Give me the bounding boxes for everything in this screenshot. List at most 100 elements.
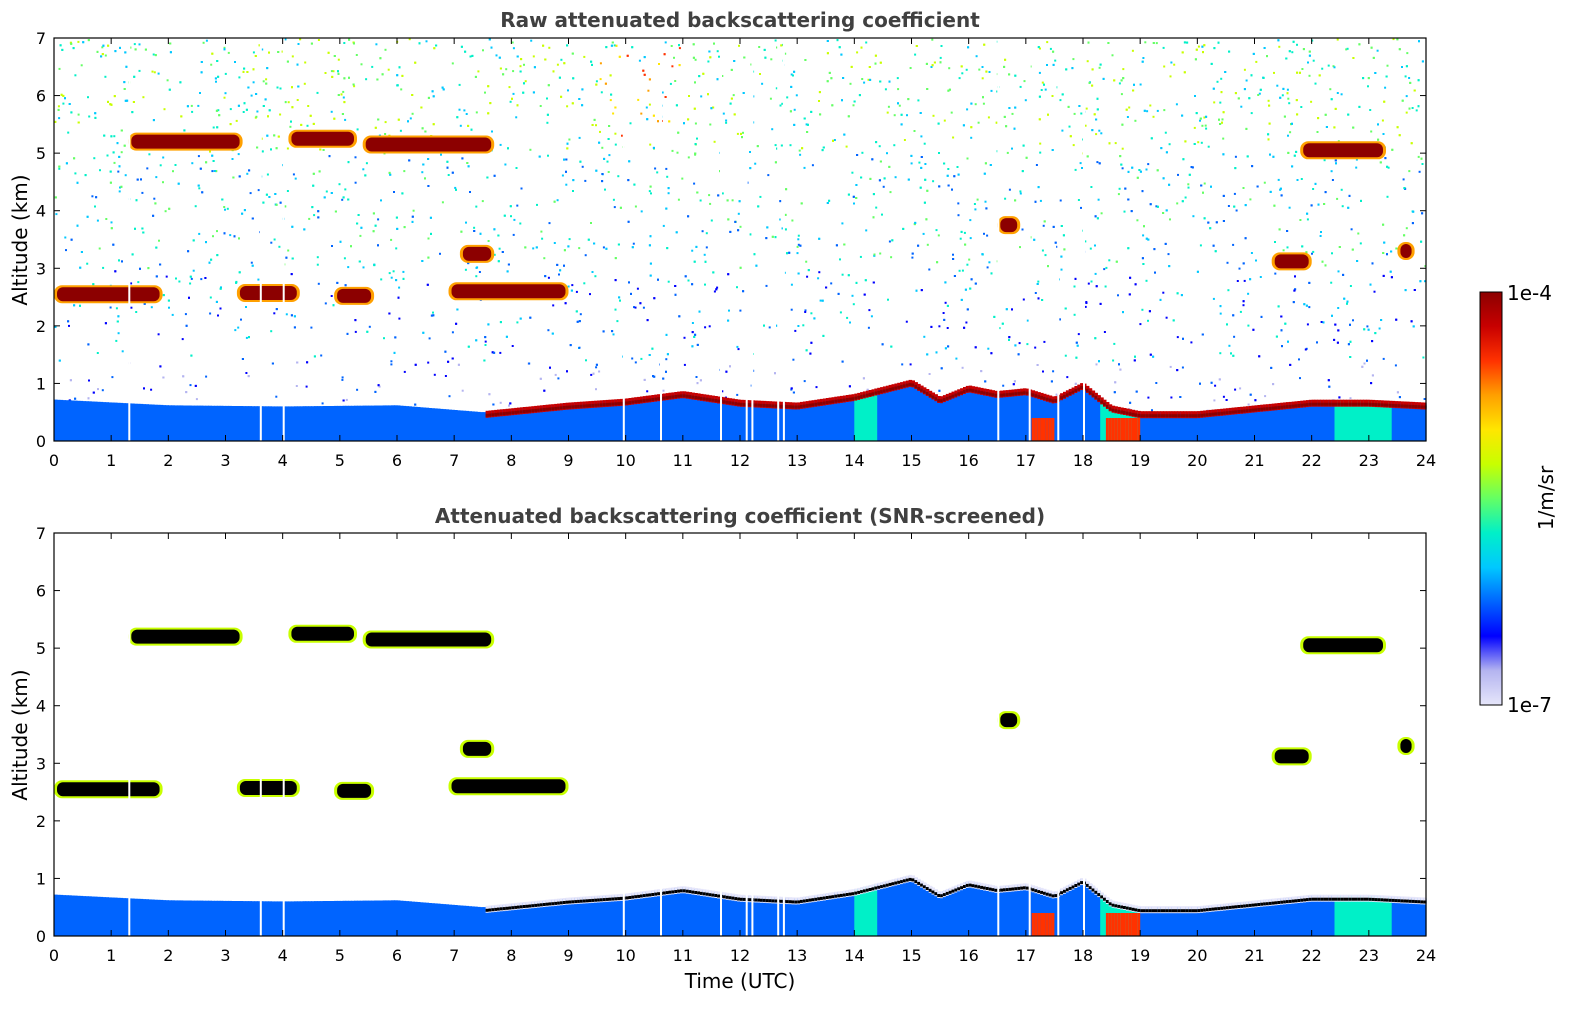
cloud-core: [239, 286, 297, 300]
boundary-layer: [54, 379, 1427, 441]
x-tick-label: 8: [506, 451, 516, 470]
x-ticks: 0 1 2 3 4 5 6 7 8 9 10 11 12 13 14 15 16 17 18 19 20 21 22 23 24: [49, 533, 1436, 965]
chart-title: Attenuated backscattering coefficient (S…: [435, 504, 1045, 528]
x-tick-label: 23: [1359, 451, 1379, 470]
colorbar-max-label: 1e-4: [1507, 281, 1552, 305]
x-tick-label: 2: [163, 451, 173, 470]
x-tick-label: 21: [1244, 451, 1264, 470]
data-gap: [997, 533, 1000, 936]
colorbar-label: 1/m/sr: [1534, 465, 1558, 530]
cloud-core: [1400, 739, 1412, 753]
data-gap: [720, 38, 722, 441]
data-gap: [622, 533, 625, 936]
cloud-core: [291, 626, 354, 641]
x-tick-label: 24: [1416, 946, 1436, 965]
x-tick-label: 13: [787, 946, 807, 965]
x-tick-label: 10: [615, 451, 635, 470]
y-tick-label: 3: [36, 754, 46, 773]
data-gap: [751, 38, 754, 441]
y-tick-label: 3: [36, 259, 46, 278]
colorbar-min-label: 1e-7: [1507, 693, 1552, 717]
data-gap: [777, 533, 780, 936]
x-tick-label: 3: [220, 946, 230, 965]
data-gap: [1057, 533, 1060, 936]
x-tick-label: 12: [730, 451, 750, 470]
y-tick-label: 1: [36, 869, 46, 888]
x-tick-label: 24: [1416, 451, 1436, 470]
x-tick-label: 17: [1016, 451, 1036, 470]
x-tick-label: 8: [506, 946, 516, 965]
y-tick-label: 6: [36, 87, 46, 106]
cloud-core: [451, 779, 566, 794]
cloud-core: [1303, 143, 1383, 158]
x-tick-label: 9: [563, 451, 573, 470]
colorbar: 1e-4 1e-7 1/m/sr: [1479, 281, 1558, 717]
data-gap: [660, 38, 662, 441]
x-tick-label: 11: [673, 451, 693, 470]
y-tick-label: 7: [36, 29, 46, 48]
x-tick-label: 9: [563, 946, 573, 965]
x-tick-label: 1: [106, 451, 116, 470]
data-gap: [720, 533, 722, 936]
x-tick-label: 6: [392, 451, 402, 470]
cloud-layers: [54, 624, 1415, 800]
x-tick-label: 22: [1301, 451, 1321, 470]
y-axis-label: Altitude (km): [8, 669, 32, 800]
x-tick-label: 1: [106, 946, 116, 965]
x-tick-label: 13: [787, 451, 807, 470]
x-tick-label: 18: [1073, 451, 1093, 470]
x-tick-label: 5: [335, 451, 345, 470]
cloud-core: [57, 287, 160, 302]
data-gap: [622, 38, 625, 441]
x-tick-label: 19: [1130, 451, 1150, 470]
data-gap: [259, 38, 262, 441]
y-tick-label: 0: [36, 432, 46, 451]
y-tick-label: 6: [36, 582, 46, 601]
data-gap: [782, 38, 785, 441]
x-tick-label: 4: [278, 946, 288, 965]
cloud-core: [365, 632, 492, 647]
data-gaps: [128, 533, 1085, 936]
x-tick-label: 3: [220, 451, 230, 470]
panel-raw: Raw attenuated backscattering coefficien…: [8, 8, 1436, 470]
y-tick-label: 0: [36, 927, 46, 946]
data-gap: [745, 38, 748, 441]
x-tick-label: 6: [392, 946, 402, 965]
y-tick-label: 1: [36, 374, 46, 393]
cloud-core: [239, 781, 297, 795]
x-tick-label: 12: [730, 946, 750, 965]
boundary-layer: [54, 874, 1427, 936]
cloud-core: [1400, 244, 1412, 258]
x-tick-label: 0: [49, 451, 59, 470]
x-tick-label: 19: [1130, 946, 1150, 965]
cloud-core: [462, 246, 492, 261]
colorbar-gradient: [1479, 291, 1503, 706]
x-tick-label: 5: [335, 946, 345, 965]
y-tick-label: 7: [36, 524, 46, 543]
x-tick-label: 7: [449, 946, 459, 965]
x-ticks: 0 1 2 3 4 5 6 7 8 9 10 11 12 13 14 15 16 17 18 19 20 21 22 23 24: [49, 38, 1436, 470]
cloud-core: [365, 137, 492, 152]
data-gap: [282, 38, 285, 441]
plot-area: [54, 38, 1427, 441]
data-gap: [1083, 38, 1085, 441]
data-gap: [128, 533, 131, 936]
y-tick-label: 2: [36, 317, 46, 336]
y-ticks: 0 1 2 3 4 5 6 7: [36, 524, 1426, 946]
x-tick-label: 14: [844, 946, 864, 965]
x-tick-label: 21: [1244, 946, 1264, 965]
x-tick-label: 10: [615, 946, 635, 965]
cloud-core: [1274, 749, 1309, 764]
y-ticks: 0 1 2 3 4 5 6 7: [36, 29, 1426, 451]
data-gap: [777, 38, 780, 441]
x-tick-label: 16: [958, 946, 978, 965]
data-gap: [1057, 38, 1060, 441]
x-tick-label: 0: [49, 946, 59, 965]
cloud-core: [131, 134, 240, 149]
x-tick-label: 20: [1187, 946, 1207, 965]
chart-title: Raw attenuated backscattering coefficien…: [500, 8, 980, 32]
data-gaps: [128, 38, 1085, 441]
y-tick-label: 4: [36, 202, 46, 221]
cloud-core: [1303, 638, 1383, 653]
